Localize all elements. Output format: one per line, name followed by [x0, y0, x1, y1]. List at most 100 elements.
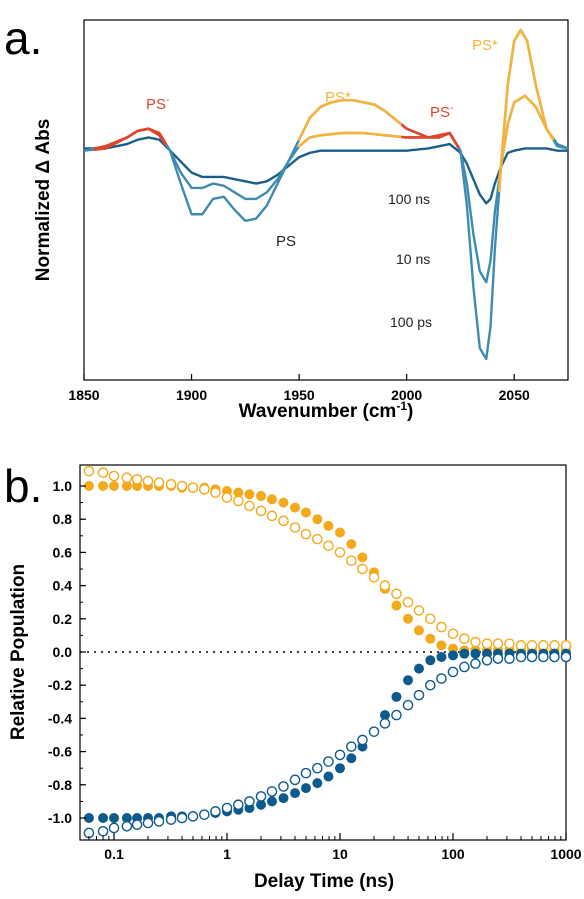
data-point — [447, 666, 459, 678]
data-point — [98, 480, 109, 491]
data-point — [334, 749, 346, 761]
y-tick-label: 0.8 — [53, 511, 73, 527]
data-point — [187, 482, 199, 493]
data-point — [131, 474, 143, 485]
data-point — [244, 500, 255, 512]
x-tick-label: 2050 — [499, 387, 530, 403]
data-point — [266, 786, 278, 797]
data-point — [278, 781, 289, 792]
data-point — [447, 628, 459, 640]
species-segment-100ps-1 — [297, 98, 404, 141]
data-point — [403, 613, 414, 624]
y-tick-label: -1.0 — [48, 810, 72, 826]
panel-b-y-ticks: 1.0 0.8 0.6 0.4 0.2 0.0 -0.2 -0.4 -0.6 -0.8 -1.0 — [48, 478, 86, 826]
data-point — [368, 726, 380, 737]
species-label-ps-minus-1: PS- — [146, 95, 169, 113]
data-point — [142, 475, 154, 487]
data-point — [413, 663, 424, 674]
data-point — [403, 675, 414, 686]
data-point — [526, 651, 538, 663]
data-point — [335, 527, 346, 538]
data-point — [266, 796, 277, 807]
y-tick-label: 0.4 — [53, 578, 73, 594]
species-label-ps-star-2: PS* — [472, 37, 498, 54]
data-point — [312, 533, 323, 545]
data-point — [266, 494, 277, 505]
data-point — [323, 540, 334, 552]
data-point — [549, 651, 560, 663]
panel-a-x-axis-title: Wavenumber (cm-1) — [239, 399, 414, 422]
x-tick-label: 2000 — [391, 387, 422, 403]
panel-a: a. 1850 1900 1950 2000 2050 100 ns 10 ns 100… — [4, 12, 569, 422]
data-point — [357, 563, 368, 575]
panel-b: b. 1.0 0.8 0.6 0.4 0.2 0.0 -0.2 -0.4 -0.6 -0.8 -1.… — [4, 460, 582, 892]
data-point — [436, 640, 447, 651]
y-tick-label: 1.0 — [53, 478, 73, 494]
data-point — [436, 621, 447, 633]
data-point — [244, 796, 255, 807]
data-point — [210, 806, 221, 817]
data-point — [312, 514, 323, 525]
data-point — [278, 515, 289, 527]
data-point — [233, 799, 244, 811]
data-point — [233, 495, 244, 507]
data-point — [210, 487, 221, 498]
panel-a-plot-frame — [83, 19, 569, 381]
data-point — [335, 763, 346, 774]
data-point — [165, 814, 177, 825]
data-point — [425, 613, 436, 625]
delay-label-10ns: 10 ns — [396, 251, 430, 267]
data-point — [153, 816, 165, 827]
x-tick-label: 1 — [223, 846, 231, 862]
data-point — [346, 555, 357, 567]
data-point — [109, 813, 120, 824]
data-point — [470, 648, 481, 659]
series-blue-open — [83, 651, 572, 839]
data-point — [108, 822, 120, 834]
data-point — [436, 651, 447, 662]
x-tick-label: 1000 — [550, 846, 581, 862]
data-point — [481, 655, 493, 666]
data-point — [98, 813, 109, 824]
data-point — [300, 507, 311, 518]
data-point — [425, 679, 436, 691]
species-segment-10ns-1 — [297, 131, 404, 148]
data-point — [459, 661, 470, 673]
data-point — [199, 484, 210, 495]
data-point — [244, 489, 255, 500]
y-tick-label: -0.8 — [48, 777, 72, 793]
data-point — [289, 522, 301, 533]
data-point — [504, 653, 515, 664]
delay-label-100ns: 100 ns — [388, 191, 430, 207]
panel-b-letter: b. — [4, 460, 42, 512]
data-point — [413, 605, 425, 616]
y-tick-label: -0.6 — [48, 744, 72, 760]
data-point — [334, 547, 346, 558]
delay-label-100ps: 100 ps — [390, 314, 432, 330]
data-point — [221, 802, 233, 814]
data-point — [83, 465, 95, 477]
data-point — [300, 528, 312, 540]
data-point — [459, 633, 470, 645]
data-point — [142, 817, 154, 829]
data-point — [515, 640, 527, 651]
data-point — [176, 812, 188, 824]
data-point — [346, 753, 357, 764]
data-point — [256, 490, 267, 501]
data-point — [199, 809, 210, 820]
panel-a-x-ticks: 1850 1900 1950 2000 2050 — [68, 374, 530, 403]
panel-b-points — [83, 465, 572, 839]
data-point — [549, 640, 560, 651]
data-point — [470, 658, 481, 669]
species-segment-100ps-0 — [93, 127, 168, 151]
data-point — [290, 502, 301, 513]
x-tick-label: 1900 — [176, 387, 207, 403]
x-tick-label: 1850 — [68, 387, 99, 403]
data-point — [312, 778, 323, 789]
series-orange-filled — [83, 480, 572, 656]
data-point — [290, 788, 301, 799]
data-point — [131, 819, 143, 830]
data-point — [425, 633, 436, 644]
data-point — [323, 771, 334, 782]
